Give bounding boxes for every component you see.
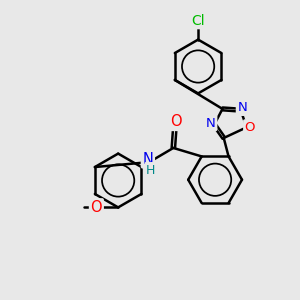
Text: H: H (146, 164, 155, 176)
Text: Cl: Cl (191, 14, 205, 28)
Text: O: O (245, 121, 255, 134)
Text: N: N (142, 152, 153, 167)
Text: N: N (237, 101, 247, 114)
Text: O: O (170, 114, 182, 129)
Text: O: O (91, 200, 102, 215)
Text: N: N (206, 117, 216, 130)
